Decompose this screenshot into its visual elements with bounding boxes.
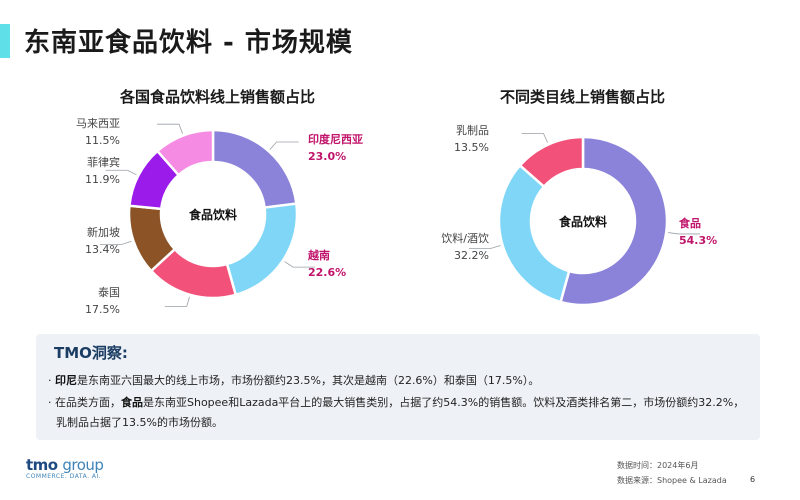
logo-main-text: tmo xyxy=(26,456,58,474)
label-food: 食品 54.3% xyxy=(679,215,717,249)
leader-line-0 xyxy=(668,232,701,235)
donut-chart-country: 食品饮料 xyxy=(99,123,315,307)
insight-bullet-2-pre: 在品类方面， xyxy=(55,396,121,409)
insight-bullet-2-text: 是东南亚Shopee和Lazada平台上的最大销售类别，占据了约54.3%的销售… xyxy=(143,396,745,409)
insight-bullet-2-line2: 乳制品占据了13.5%的市场份额。 xyxy=(56,416,223,429)
logo-tagline: COMMERCE. DATA. AI. xyxy=(26,473,102,480)
label-vietnam: 越南 22.6% xyxy=(308,247,346,281)
label-malaysia: 马来西亚 11.5% xyxy=(62,115,120,149)
leader-line-1 xyxy=(468,245,501,249)
label-dairy-value: 13.5% xyxy=(454,141,489,154)
insight-title: TMO洞察: xyxy=(54,344,128,362)
label-singapore-name: 新加坡 xyxy=(87,226,120,239)
label-malaysia-value: 11.5% xyxy=(85,134,120,147)
label-indonesia-name: 印度尼西亚 xyxy=(308,133,363,146)
label-philippines-value: 11.9% xyxy=(85,173,120,186)
data-source: 数据来源：Shopee & Lazada xyxy=(617,476,727,485)
page-title: 东南亚食品饮料 - 市场规模 xyxy=(24,28,353,58)
leader-line-3 xyxy=(99,240,132,245)
label-singapore: 新加坡 13.4% xyxy=(62,224,120,258)
label-beverage-name: 饮料/酒饮 xyxy=(441,232,489,245)
insight-bullet-2-bold: 食品 xyxy=(121,396,143,409)
label-indonesia-value: 23.0% xyxy=(308,150,347,163)
logo-group-text: group xyxy=(62,456,104,474)
insight-bullet-1-bold: 印尼 xyxy=(55,374,77,387)
label-dairy: 乳制品 13.5% xyxy=(420,122,489,156)
page-number: 6 xyxy=(750,475,756,484)
label-singapore-value: 13.4% xyxy=(85,243,120,256)
leader-line-2 xyxy=(521,133,548,143)
label-beverage: 饮料/酒饮 32.2% xyxy=(420,230,489,264)
label-food-name: 食品 xyxy=(679,217,701,230)
label-beverage-value: 32.2% xyxy=(454,249,489,262)
donut-slice-1 xyxy=(225,202,299,297)
label-vietnam-value: 22.6% xyxy=(308,266,347,279)
label-philippines-name: 菲律宾 xyxy=(87,156,120,169)
label-dairy-name: 乳制品 xyxy=(456,124,489,137)
donut-slice-0 xyxy=(211,128,298,209)
chart-title-country: 各国食品饮料线上销售额占比 xyxy=(120,88,316,106)
leader-line-5 xyxy=(157,123,183,134)
insight-bullet-1: · 印尼是东南亚六国最大的线上市场，市场份额约23.5%，其次是越南（22.6%… xyxy=(48,374,540,387)
label-malaysia-name: 马来西亚 xyxy=(76,117,120,130)
label-thailand-name: 泰国 xyxy=(98,286,120,299)
label-philippines: 菲律宾 11.9% xyxy=(62,154,120,188)
donut-center-label: 食品饮料 xyxy=(558,214,607,229)
label-food-value: 54.3% xyxy=(679,234,718,247)
leader-line-1 xyxy=(284,261,315,268)
donut-chart-category: 食品饮料 xyxy=(468,133,701,307)
donut-center-label: 食品饮料 xyxy=(188,207,237,222)
insight-bullet-2: · 在品类方面，食品是东南亚Shopee和Lazada平台上的最大销售类别，占据… xyxy=(48,396,745,409)
donut-slice-5 xyxy=(155,128,215,177)
tmo-group-logo: tmo group COMMERCE. DATA. AI. xyxy=(26,456,104,480)
label-indonesia: 印度尼西亚 23.0% xyxy=(308,131,363,165)
label-vietnam-name: 越南 xyxy=(308,249,330,262)
label-thailand: 泰国 17.5% xyxy=(62,284,120,318)
title-accent-bar xyxy=(0,24,10,58)
insight-bullet-1-text: 是东南亚六国最大的线上市场，市场份额约23.5%，其次是越南（22.6%）和泰国… xyxy=(77,374,540,387)
donut-slice-1 xyxy=(497,163,571,304)
insight-box xyxy=(36,334,760,440)
donut-slice-2 xyxy=(518,135,585,189)
donut-slice-0 xyxy=(559,135,669,307)
leader-line-4 xyxy=(105,169,137,176)
leader-line-0 xyxy=(269,141,299,150)
data-date: 数据时间：2024年6月 xyxy=(617,461,699,470)
leader-line-2 xyxy=(164,296,190,307)
chart-title-category: 不同类目线上销售额占比 xyxy=(500,88,666,106)
label-thailand-value: 17.5% xyxy=(85,303,120,316)
